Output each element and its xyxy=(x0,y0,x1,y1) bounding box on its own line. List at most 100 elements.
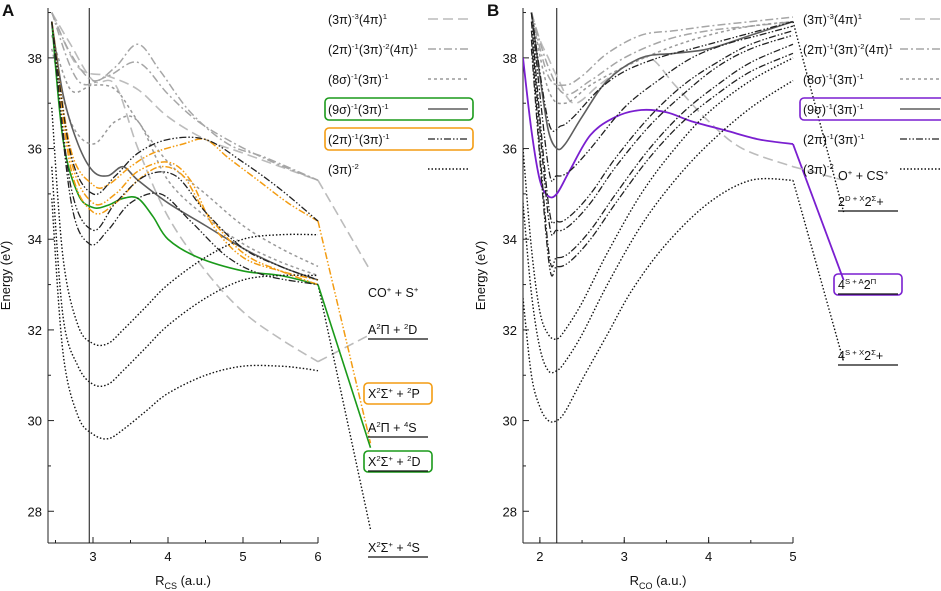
x-axis-label: RCS (a.u.) xyxy=(155,573,211,591)
dissociation-limit-label-part: S + A xyxy=(845,277,865,286)
legend-entry-label-part: 1 xyxy=(858,12,862,21)
dissociation-limit-label-part: D xyxy=(411,455,420,469)
series-line xyxy=(51,21,319,281)
series-line xyxy=(51,12,319,182)
series-line xyxy=(51,21,319,281)
legend-entry-label-part: (4π) xyxy=(359,13,383,27)
dissociation-limit-label-part: S xyxy=(408,421,416,435)
dissociation-limit-label-part: + xyxy=(876,195,883,209)
dissociation-limit-label: X2Σ+ + 4S xyxy=(368,540,420,555)
legend-entry-label-part: -3 xyxy=(352,12,359,21)
series-line xyxy=(530,48,794,277)
x-tick-label: 5 xyxy=(239,549,246,564)
legend-entry-label-part: (3π) xyxy=(358,103,382,117)
legend-entry-label: (9σ)-1(3π)-1 xyxy=(328,102,389,117)
dissociation-limit-label-part: + xyxy=(884,168,889,177)
series-line xyxy=(530,12,794,182)
legend-entry-label-part: 1 xyxy=(383,12,387,21)
legend-entry-label-part: (3π) xyxy=(803,163,827,177)
y-tick-label: 30 xyxy=(503,414,517,429)
dissociation-limit-label: 2D + X2Σ+ xyxy=(838,194,884,209)
series-line xyxy=(51,166,319,387)
y-tick-label: 36 xyxy=(503,142,517,157)
dissociation-limit-label: X2Σ+ + 2P xyxy=(368,386,420,401)
dissociation-limit-label-part: 2 xyxy=(404,322,408,331)
series-line xyxy=(530,12,794,87)
dissociation-limit-label-part: S + X xyxy=(845,348,864,357)
dissociation-limit-label-part: S xyxy=(411,541,419,555)
series-line xyxy=(50,21,319,281)
legend-entry-label-part: -1 xyxy=(827,42,834,51)
legend-entry-label-part: -1 xyxy=(382,72,389,81)
series-line xyxy=(530,21,794,225)
dissociation-limit-label-part: + xyxy=(388,540,393,549)
series-line xyxy=(51,12,319,363)
series-line xyxy=(317,284,372,530)
dissociation-limit-label-part: 4 xyxy=(407,540,412,549)
legend-entry-label: (3π)-2 xyxy=(328,162,359,177)
x-tick-label: 5 xyxy=(789,549,796,564)
dissociation-limit-label-part: 2 xyxy=(376,420,380,429)
legend-entry-label-part: (2π) xyxy=(803,43,827,57)
legend-entry-label: (3π)-3(4π)1 xyxy=(803,12,862,27)
limit-highlight-box xyxy=(363,450,433,473)
dissociation-limit-label: 4S + A2Π xyxy=(838,277,876,292)
series-line xyxy=(530,12,794,132)
series-line xyxy=(523,57,794,199)
legend-entry-label-part: (4π) xyxy=(865,43,889,57)
series-line xyxy=(51,12,319,181)
dissociation-limit-label-part: + xyxy=(388,386,393,395)
legend-highlight-box xyxy=(799,97,941,121)
legend-entry-label-part: -1 xyxy=(826,72,833,81)
dissociation-limit-label-part: A xyxy=(368,421,377,435)
series-line xyxy=(51,107,319,347)
limit-highlight-box xyxy=(833,273,903,296)
dissociation-limit-label-part: Π xyxy=(871,277,877,286)
legend-entry-label-part: (3π) xyxy=(328,13,352,27)
x-tick-label: 6 xyxy=(314,549,321,564)
dissociation-limit-label-part: X xyxy=(368,455,377,469)
dissociation-limit-label-part: P xyxy=(411,387,419,401)
legend-entry-label: (2π)-1(3π)-1 xyxy=(328,132,390,147)
y-tick-label: 38 xyxy=(28,51,42,66)
legend-entry-label-part: (3π) xyxy=(359,133,383,147)
series-line xyxy=(523,79,794,374)
dissociation-limit-label-part: Σ xyxy=(381,455,389,469)
x-tick-label: 3 xyxy=(621,549,628,564)
legend-entry-label-part: (2π) xyxy=(328,43,352,57)
dissociation-limit-label-part: 2 xyxy=(865,195,872,209)
legend-entry-label-part: -1 xyxy=(857,72,864,81)
dissociation-limit-label-part: + xyxy=(876,349,883,363)
y-tick-label: 34 xyxy=(28,232,42,247)
dissociation-limit-label-part: + xyxy=(848,168,853,177)
y-tick-label: 28 xyxy=(503,504,517,519)
legend-entry-label-part: (4π) xyxy=(834,13,858,27)
legend-entry-label-part: (3π) xyxy=(359,43,383,57)
x-tick-label: 3 xyxy=(89,549,96,564)
y-tick-label: 32 xyxy=(28,323,42,338)
dissociation-limit-label-part: Σ xyxy=(872,194,877,203)
dissociation-limit-label-part: 2 xyxy=(376,322,380,331)
series-line xyxy=(51,198,319,440)
legend-entry-label-part: (3π) xyxy=(358,73,382,87)
legend-entry-label: (8σ)-1(3π)-1 xyxy=(328,72,389,87)
dissociation-limit-label-part: + xyxy=(387,285,392,294)
dissociation-limit-label-part: + CS xyxy=(852,169,884,183)
legend-entry-label: (2π)-1(3π)-2(4π)1 xyxy=(328,42,418,57)
dissociation-limit-label-part: Π + xyxy=(381,323,404,337)
legend-entry-label-part: -2 xyxy=(858,42,865,51)
series-line xyxy=(50,21,319,286)
legend-entry-label-part: (9σ) xyxy=(328,103,351,117)
dissociation-limit-label-part: 2 xyxy=(407,454,411,463)
legend-entry-label-part: -1 xyxy=(826,102,833,111)
dissociation-limit-label-part: Σ xyxy=(381,387,389,401)
dissociation-limit-label-part: 4 xyxy=(838,349,845,363)
dissociation-limit-label-part: 2 xyxy=(376,386,380,395)
y-tick-label: 36 xyxy=(28,142,42,157)
legend-entry-label-part: -2 xyxy=(827,162,834,171)
dissociation-limit-label-part: 2 xyxy=(838,195,845,209)
dissociation-limit-label-part: X xyxy=(368,387,377,401)
